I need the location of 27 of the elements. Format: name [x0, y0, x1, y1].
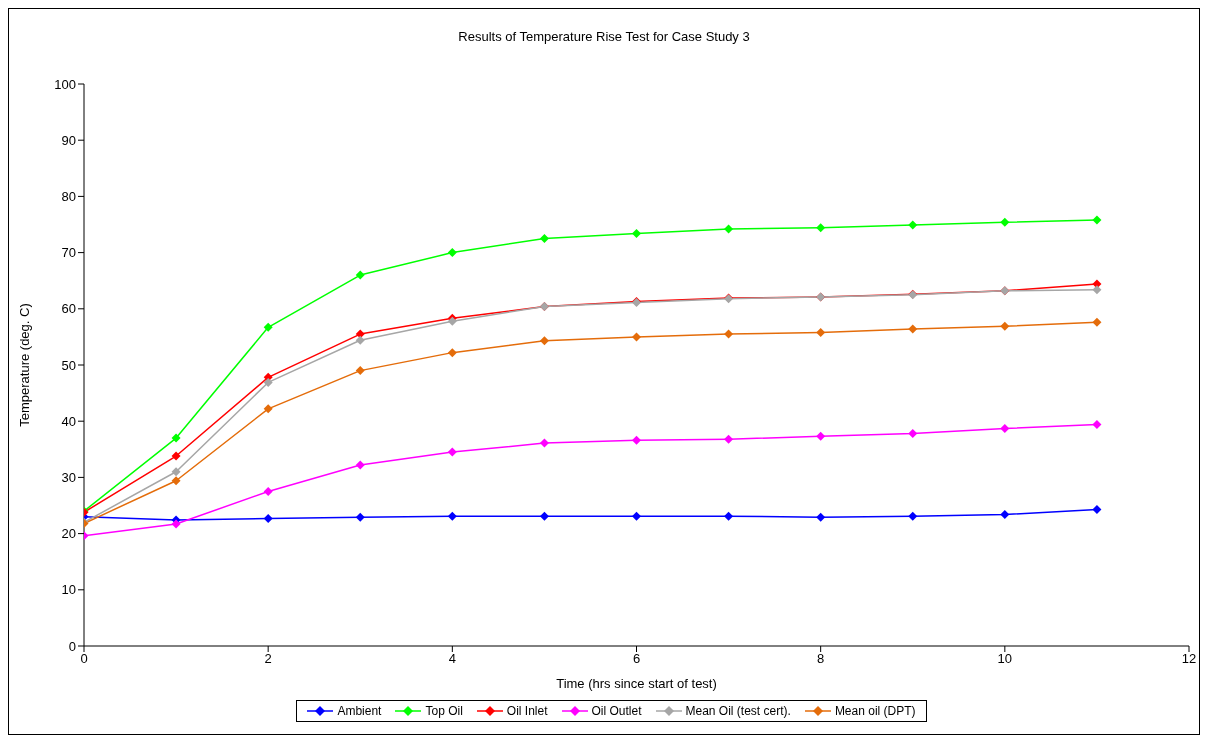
x-tick-label: 8 [817, 651, 825, 667]
x-tick-label: 0 [80, 651, 88, 667]
y-tick-label: 20 [61, 526, 76, 542]
x-axis-title: Time (hrs since start of test) [556, 676, 717, 691]
y-tick-label: 80 [61, 189, 76, 205]
y-tick-label: 30 [61, 470, 76, 486]
y-tick-label: 40 [61, 413, 76, 429]
chart-title: Results of Temperature Rise Test for Case Study 3 [457, 29, 751, 44]
y-tick-label: 70 [61, 245, 76, 261]
y-axis-title: Temperature (deg. C) [16, 303, 32, 427]
y-tick-label: 50 [61, 357, 76, 373]
y-tick-label: 0 [68, 638, 76, 654]
y-tick-label: 10 [61, 582, 76, 598]
x-tick-label: 2 [264, 651, 272, 667]
x-tick-label: 4 [448, 651, 456, 667]
y-tick-label: 100 [54, 76, 76, 92]
legend-label: Mean Oil (test cert). [684, 704, 791, 718]
legend-label: Oil Inlet [505, 704, 548, 718]
legend-label: Top Oil [424, 704, 463, 718]
y-tick-label: 90 [61, 132, 76, 148]
legend-label: Mean oil (DPT) [833, 704, 916, 718]
legend-label: Oil Outlet [590, 704, 642, 718]
x-tick-label: 6 [632, 651, 641, 667]
x-tick-label: 12 [1181, 651, 1197, 667]
legend-label: Ambient [336, 704, 382, 718]
x-tick-label: 10 [997, 651, 1013, 667]
y-tick-label: 60 [61, 301, 76, 317]
